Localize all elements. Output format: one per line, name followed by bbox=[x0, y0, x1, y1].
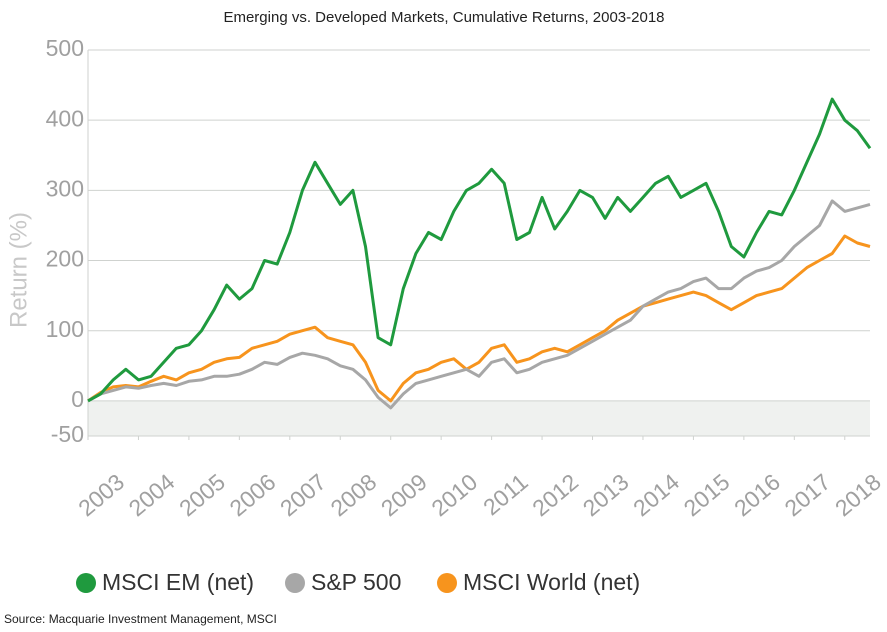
y-tick-label: 200 bbox=[46, 246, 84, 272]
legend-swatch bbox=[437, 573, 457, 593]
x-tick-label: 2006 bbox=[225, 469, 281, 522]
y-tick-label: 0 bbox=[71, 386, 84, 412]
x-tick-label: 2004 bbox=[124, 468, 180, 521]
y-tick-label: 400 bbox=[46, 105, 84, 131]
x-tick-label: 2010 bbox=[426, 469, 482, 522]
y-tick-label: 300 bbox=[46, 175, 84, 201]
x-tick-label: 2013 bbox=[578, 469, 634, 522]
series-line bbox=[87, 97, 872, 403]
x-tick-label: 2015 bbox=[679, 469, 735, 522]
legend-swatch bbox=[76, 573, 96, 593]
x-tick-label: 2008 bbox=[325, 469, 381, 522]
chart-title: Emerging vs. Developed Markets, Cumulati… bbox=[223, 9, 664, 26]
series-line bbox=[87, 234, 871, 403]
x-tick-label: 2011 bbox=[478, 469, 533, 521]
negative-region bbox=[88, 400, 870, 436]
x-tick-label: 2005 bbox=[174, 469, 230, 522]
legend-label: MSCI World (net) bbox=[463, 569, 640, 595]
x-tick-label: 2017 bbox=[780, 469, 836, 522]
legend-label: S&P 500 bbox=[311, 569, 401, 595]
y-tick-label: 100 bbox=[46, 316, 84, 342]
x-tick-label: 2016 bbox=[729, 469, 785, 522]
y-tick-label: 500 bbox=[46, 35, 84, 61]
legend-swatch bbox=[285, 573, 305, 593]
x-tick-label: 2007 bbox=[275, 469, 331, 522]
x-tick-label: 2012 bbox=[527, 469, 583, 522]
x-tick-label: 2014 bbox=[628, 468, 684, 521]
y-axis-label: Return (%) bbox=[5, 212, 32, 328]
x-tick-label: 2009 bbox=[376, 469, 432, 522]
y-tick-label: -50 bbox=[51, 421, 84, 447]
series-line bbox=[87, 199, 871, 410]
x-tick-label: 2003 bbox=[73, 469, 129, 522]
legend-label: MSCI EM (net) bbox=[102, 569, 254, 595]
x-tick-label: 2018 bbox=[830, 469, 886, 522]
source-note: Source: Macquarie Investment Management,… bbox=[4, 612, 277, 626]
